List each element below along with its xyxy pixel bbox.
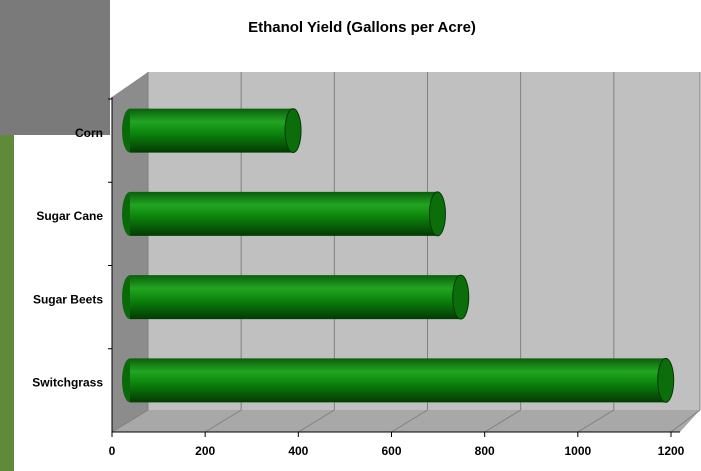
x-tick-label: 600: [381, 444, 401, 458]
bar: [130, 275, 461, 320]
floor-grid-line: [298, 409, 335, 433]
back-wall: [148, 72, 700, 410]
floor-grid-line: [204, 409, 242, 433]
y-tick-label: Switchgrass: [32, 376, 103, 390]
y-tick-label: Sugar Cane: [36, 209, 103, 223]
chart-title: Ethanol Yield (Gallons per Acre): [248, 19, 476, 36]
bar-cap: [657, 357, 675, 403]
title-area: [110, 0, 701, 60]
x-tick-label: 1000: [564, 444, 591, 458]
x-tick-label: 800: [475, 444, 495, 458]
floor-grid-line: [670, 409, 701, 433]
bar: [130, 358, 666, 403]
x-tick-label: 400: [288, 444, 308, 458]
side-wall: [112, 72, 148, 432]
bar-cap: [428, 191, 446, 237]
floor: [112, 410, 700, 432]
y-tick-label: Sugar Beets: [33, 292, 103, 306]
x-tick-label: 0: [109, 444, 116, 458]
x-tick-label: 1200: [658, 444, 685, 458]
floor-grid-line: [391, 409, 428, 433]
floor-grid-line: [577, 409, 615, 433]
floor-grid-line: [484, 409, 521, 433]
floor-grid-line: [111, 409, 149, 433]
y-tick-label: Corn: [75, 126, 103, 140]
bar: [130, 108, 294, 153]
bar: [130, 191, 438, 236]
background-photo-sky: [0, 0, 110, 135]
bar-cap: [452, 274, 470, 320]
bar-cap: [284, 108, 302, 154]
background-photo-grass: [0, 135, 14, 471]
x-tick-label: 200: [195, 444, 215, 458]
